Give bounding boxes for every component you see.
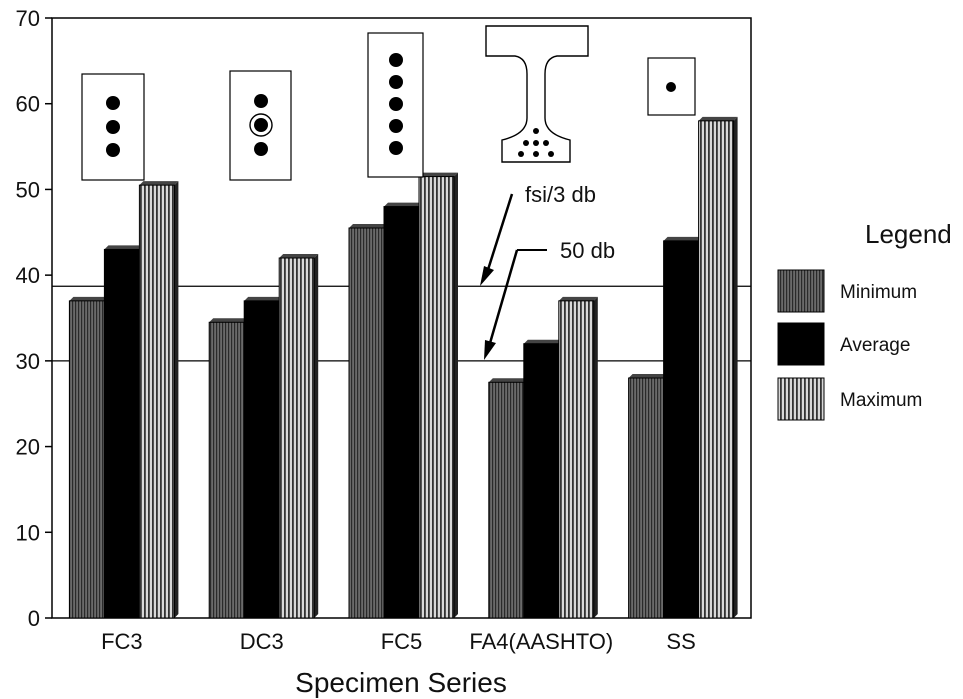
section-inset-ss: [647, 57, 696, 116]
bar-face: [243, 300, 280, 619]
bar-face: [698, 120, 735, 619]
bar-top: [558, 296, 598, 301]
bar-maximum-dc3: [278, 254, 319, 619]
legend-label: Average: [840, 335, 910, 356]
bar-side: [314, 254, 319, 618]
x-tick-label: FA4(AASHTO): [469, 629, 613, 654]
legend: Legend Minimum Average Maximum: [777, 219, 952, 421]
legend-label: Minimum: [840, 282, 917, 303]
bar-minimum-fa4-aashto-: [488, 378, 528, 619]
bar-top: [139, 181, 179, 186]
bar-minimum-ss: [628, 374, 668, 619]
bar-face: [348, 227, 385, 619]
y-tick-label: 30: [16, 349, 40, 374]
legend-title: Legend: [865, 219, 952, 249]
bar-top: [279, 254, 319, 258]
x-tick-label: SS: [666, 629, 695, 654]
x-tick-label: FC5: [381, 629, 423, 654]
y-axis: 0 10 20 30 40 50 60 70: [16, 6, 52, 631]
bar-face: [278, 257, 315, 619]
legend-item-maximum: Maximum: [777, 377, 922, 421]
y-tick-label: 20: [16, 435, 40, 460]
bar-average-ss: [663, 236, 703, 619]
x-axis: FC3 DC3 FC5 FA4(AASHTO) SS: [101, 629, 696, 654]
bar-average-fc5: [383, 202, 423, 619]
bar-face: [663, 240, 700, 619]
y-tick-label: 60: [16, 92, 40, 117]
bar-average-fc3: [103, 245, 144, 619]
bar-face: [558, 300, 595, 619]
legend-swatch: [777, 377, 825, 421]
bar-top: [69, 296, 109, 301]
legend-label: Maximum: [840, 390, 922, 411]
bar-top: [698, 116, 738, 121]
y-tick-label: 70: [16, 6, 40, 31]
section-inset-fc3: [81, 73, 145, 181]
legend-item-minimum: Minimum: [777, 269, 917, 313]
bar-face: [523, 343, 560, 619]
bar-top: [628, 374, 668, 378]
bars: [68, 116, 738, 619]
legend-swatch: [777, 322, 825, 366]
bar-average-fa4-aashto-: [523, 339, 563, 619]
bar-side: [454, 172, 458, 619]
bar-top: [488, 378, 528, 383]
bar-top: [419, 172, 458, 177]
bar-top: [349, 224, 388, 228]
bar-top: [384, 202, 423, 207]
bar-maximum-fc3: [138, 181, 179, 619]
bar-minimum-dc3: [208, 318, 249, 619]
bar-top: [209, 318, 249, 323]
annotation-50-db-label: 50 db: [560, 238, 615, 263]
bar-face: [138, 184, 175, 619]
legend-swatch: [777, 269, 825, 313]
bar-minimum-fc5: [348, 224, 388, 619]
bar-face: [628, 377, 665, 619]
bar-face: [383, 206, 420, 619]
bar-face: [208, 321, 245, 619]
y-tick-label: 0: [28, 606, 40, 631]
bar-top: [104, 245, 144, 250]
bar-side: [593, 296, 598, 618]
bar-maximum-fc5: [418, 172, 458, 619]
annotation-fsi-3-db-label: fsi/3 db: [525, 182, 596, 207]
y-tick-label: 40: [16, 263, 40, 288]
x-axis-title: Specimen Series: [295, 667, 507, 698]
bar-side: [174, 181, 179, 618]
bar-face: [418, 176, 455, 619]
legend-item-average: Average: [777, 322, 910, 366]
bar-maximum-ss: [698, 116, 738, 619]
bar-face: [488, 381, 525, 619]
bar-top: [244, 296, 284, 301]
bar-top: [663, 236, 703, 241]
x-tick-label: FC3: [101, 629, 143, 654]
annotation-50-db: 50 db: [484, 238, 615, 360]
y-tick-label: 50: [16, 177, 40, 202]
bar-face: [103, 248, 140, 619]
bar-side: [733, 116, 738, 618]
section-inset-aashto-girder: [485, 25, 589, 163]
bar-average-dc3: [243, 296, 284, 619]
section-inset-dc3: [229, 70, 292, 181]
annotation-fsi-3-db: fsi/3 db: [480, 182, 596, 286]
bar-top: [523, 339, 563, 344]
bar-minimum-fc3: [68, 296, 109, 619]
section-inset-fc5: [367, 32, 424, 178]
bar-maximum-fa4-aashto-: [558, 296, 598, 619]
bar-face: [68, 300, 105, 619]
x-tick-label: DC3: [240, 629, 284, 654]
y-tick-label: 10: [16, 520, 40, 545]
